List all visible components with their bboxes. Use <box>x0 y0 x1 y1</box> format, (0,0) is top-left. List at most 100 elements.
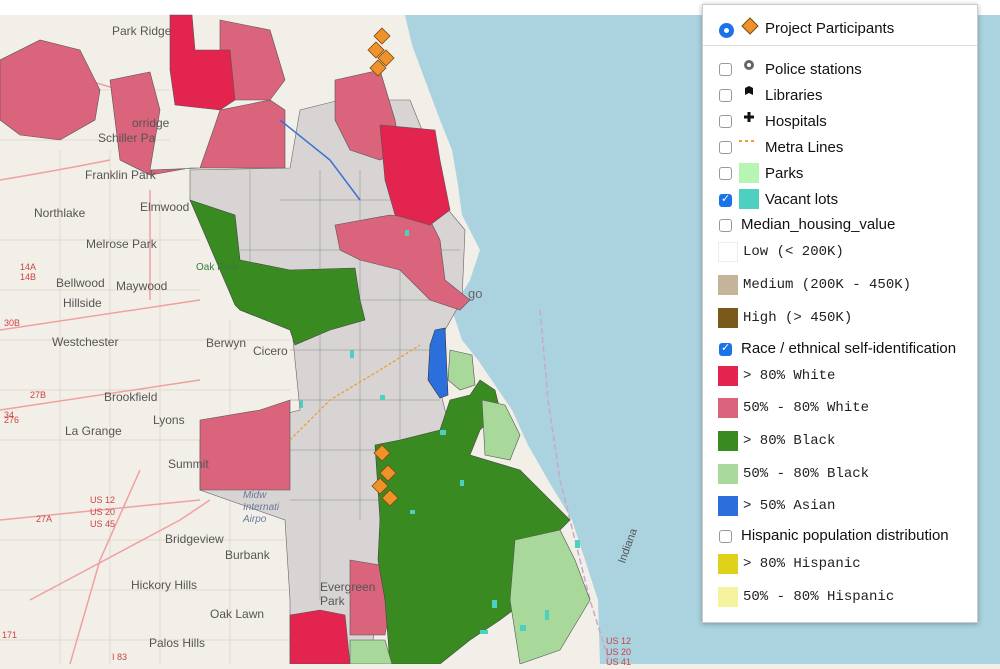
race-white80-label: > 80% White <box>743 368 836 384</box>
place-la-grange: La Grange <box>65 424 122 438</box>
race-black50-item: 50% - 80% Black <box>703 462 977 486</box>
participant-diamond <box>373 27 391 45</box>
housing-low-item: Low (< 200K) <box>703 240 977 264</box>
s-lightgreen <box>349 639 393 665</box>
legend-hispanic[interactable]: Hispanic population distribution <box>703 526 977 548</box>
median-housing-title: Median_housing_value <box>741 216 896 233</box>
participant-diamond <box>377 49 395 67</box>
green-square-icon <box>739 163 759 183</box>
participant-diamond <box>367 41 385 59</box>
highway-label: 27A <box>36 514 53 524</box>
legend-median-housing[interactable]: Median_housing_value <box>703 215 977 237</box>
legend-police-stations[interactable]: Police stations <box>703 59 977 83</box>
race-checkbox[interactable] <box>719 341 732 356</box>
dashed-line-icon <box>739 140 757 142</box>
place-franklin-park: Franklin Park <box>85 168 156 182</box>
place-oak-lawn: Oak Lawn <box>210 607 265 621</box>
police-stations-label: Police stations <box>765 61 862 78</box>
place-evergreen-park: Evergreen Park <box>320 580 376 608</box>
race-title: Race / ethnical self-identification <box>741 340 957 357</box>
housing-low-label: Low (< 200K) <box>743 244 844 260</box>
place-norridge: orridge <box>132 116 170 130</box>
metra-lines-checkbox[interactable] <box>719 141 732 154</box>
legend-race[interactable]: Race / ethnical self-identification <box>703 338 977 360</box>
place-brookfield: Brookfield <box>104 390 158 404</box>
race-black50-swatch <box>718 464 738 484</box>
place-burbank: Burbank <box>225 548 270 562</box>
hisp50-item: 50% - 80% Hispanic <box>703 585 977 609</box>
race-asian50-item: > 50% Asian <box>703 494 977 518</box>
place-summit: Summit <box>168 457 209 471</box>
place-maywood: Maywood <box>116 279 168 293</box>
south-red <box>289 609 351 665</box>
housing-medium-item: Medium (200K - 450K) <box>703 273 977 297</box>
hispanic-checkbox[interactable] <box>719 530 732 543</box>
orange-diamond-icon <box>741 17 759 35</box>
race-white80-swatch <box>718 366 738 386</box>
legend-libraries[interactable]: Libraries <box>703 85 977 109</box>
hospitals-label: Hospitals <box>765 113 827 130</box>
hospitals-checkbox[interactable] <box>719 115 732 128</box>
layer-legend-panel: Project Participants Police stations Lib… <box>702 4 978 623</box>
race-asian50-swatch <box>718 496 738 516</box>
place-westchester: Westchester <box>52 335 119 349</box>
highway-label: 14B <box>20 272 37 282</box>
place-lyons: Lyons <box>153 413 185 427</box>
place-park-ridge: Park Ridge <box>112 24 172 38</box>
participant-markers <box>367 27 399 507</box>
median-housing-checkbox[interactable] <box>719 219 732 232</box>
highway-label: US 20 <box>606 647 632 657</box>
place-hillside: Hillside <box>63 296 102 310</box>
police-stations-checkbox[interactable] <box>719 63 732 76</box>
legend-vacant-lots[interactable]: Vacant lots <box>703 189 977 213</box>
race-white80-item: > 80% White <box>703 364 977 388</box>
race-black80-label: > 80% Black <box>743 433 836 449</box>
race-white50-swatch <box>718 398 738 418</box>
nw-suburb-pink <box>0 39 101 141</box>
hisp80-label: > 80% Hispanic <box>743 556 861 572</box>
place-northlake: Northlake <box>34 206 86 220</box>
housing-medium-label: Medium (200K - 450K) <box>743 277 912 293</box>
highway-label: 276 <box>4 415 20 425</box>
legend-parks[interactable]: Parks <box>703 163 977 187</box>
highway-label: US 12 <box>90 495 116 505</box>
participants-radio[interactable] <box>719 23 734 38</box>
participant-diamond <box>379 464 397 482</box>
place-berwyn: Berwyn <box>206 336 247 350</box>
hisp80-swatch <box>718 554 738 574</box>
teal-square-icon <box>739 189 759 209</box>
race-black80-swatch <box>718 431 738 451</box>
libraries-checkbox[interactable] <box>719 89 732 102</box>
race-black80-item: > 80% Black <box>703 429 977 453</box>
austin-green <box>189 199 366 346</box>
housing-high-item: High (> 450K) <box>703 306 977 330</box>
hispanic-title: Hispanic population distribution <box>741 527 949 544</box>
lincoln-park-red <box>379 124 451 226</box>
legend-divider <box>703 45 977 46</box>
legend-metra-lines[interactable]: Metra Lines <box>703 137 977 161</box>
highway-label: US 20 <box>90 507 116 517</box>
se-lightgreen <box>509 529 591 665</box>
legend-project-participants[interactable]: Project Participants <box>703 15 977 45</box>
place-midway: Midw Internati Airpo <box>243 490 280 525</box>
housing-low-swatch <box>718 242 738 262</box>
place-chicago: go <box>468 286 483 301</box>
legend-hospitals[interactable]: Hospitals <box>703 111 977 135</box>
hisp50-label: 50% - 80% Hispanic <box>743 589 895 605</box>
metra-lines-label: Metra Lines <box>765 139 844 156</box>
place-hickory-hills: Hickory Hills <box>131 578 197 592</box>
vacant-lots-checkbox[interactable] <box>719 192 732 207</box>
place-palos-hills: Palos Hills <box>149 636 206 650</box>
parks-checkbox[interactable] <box>719 167 732 180</box>
race-white50-label: 50% - 80% White <box>743 400 870 416</box>
highway-label: US 45 <box>90 519 116 529</box>
race-white50-item: 50% - 80% White <box>703 396 977 420</box>
highway-label: US 41 <box>606 657 632 667</box>
hisp80-item: > 80% Hispanic <box>703 552 977 576</box>
highway-label: US 12 <box>606 636 632 646</box>
cross-icon <box>744 112 754 122</box>
highway-label: I 83 <box>112 652 128 662</box>
participants-label: Project Participants <box>765 20 895 37</box>
place-oak-park: Oak Park <box>196 262 238 273</box>
